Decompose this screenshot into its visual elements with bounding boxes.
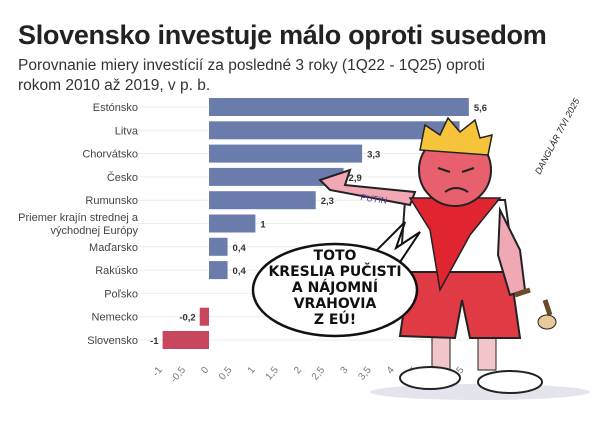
bar — [209, 98, 469, 116]
x-tick-label: -0,5 — [169, 365, 189, 386]
x-tick-label: 3,5 — [356, 365, 374, 383]
category-label: Estónsko — [93, 102, 138, 114]
category-label: Nemecko — [92, 312, 138, 324]
bar — [162, 331, 209, 349]
category-label: Litva — [115, 125, 139, 137]
category-label: Chorvátsko — [82, 149, 138, 161]
x-tick-label: 0 — [199, 365, 211, 377]
data-label: 0,4 — [233, 266, 247, 277]
speech-bubble-line: TOTO — [314, 248, 357, 264]
speech-bubble — [251, 242, 419, 338]
speech-bubble-line: VRAHOVIA — [294, 296, 377, 312]
bar — [209, 214, 256, 233]
category-label: Maďarsko — [89, 242, 138, 254]
data-label: 2,3 — [321, 196, 334, 207]
bar — [209, 121, 460, 140]
speech-bubble-line: Z EÚ! — [314, 310, 356, 328]
data-label: 2,9 — [349, 173, 362, 184]
category-label: Rakúsko — [95, 265, 138, 277]
category-label: Slovensko — [87, 335, 138, 347]
bar — [209, 191, 316, 210]
x-tick-label: 2 — [292, 365, 304, 377]
category-label: Česko — [107, 171, 138, 184]
bar — [209, 261, 228, 280]
bar — [209, 144, 363, 163]
x-tick-label: -1 — [151, 365, 165, 379]
x-tick-label: 0,5 — [217, 365, 235, 383]
x-tick-label: 4 — [385, 365, 397, 377]
data-label: 5,6 — [474, 103, 487, 114]
x-tick-label: 1,5 — [264, 365, 282, 383]
bar — [209, 237, 228, 256]
data-label: -0,2 — [179, 313, 195, 324]
category-label: Poľsko — [104, 288, 138, 300]
chart-title: Slovensko investuje málo oproti susedom — [18, 20, 547, 50]
data-label: -1 — [150, 336, 159, 347]
x-tick-label: 1 — [246, 365, 258, 377]
data-label: 0,4 — [233, 243, 247, 254]
bar — [209, 167, 344, 186]
speech-bubble-line: A NÁJOMNÍ — [292, 279, 378, 296]
category-label: východnej Európy — [51, 225, 139, 237]
chart-subtitle: Porovnanie miery investícií za posledné … — [18, 57, 485, 94]
speech-bubble-line: KRESLIA PUČISTI — [268, 262, 401, 280]
data-label: 1 — [260, 220, 266, 231]
bar — [199, 307, 209, 326]
data-label: 3,3 — [367, 150, 380, 161]
category-label: Priemer krajín strednej a — [18, 212, 139, 224]
x-tick-label: 3 — [338, 365, 350, 377]
category-label: Rumunsko — [85, 195, 138, 207]
svg-text:PUTIN: PUTIN — [360, 192, 388, 206]
x-tick-label: 2,5 — [310, 365, 328, 383]
svg-text:DANGLÁR 7/VI 2025: DANGLÁR 7/VI 2025 — [533, 96, 582, 176]
